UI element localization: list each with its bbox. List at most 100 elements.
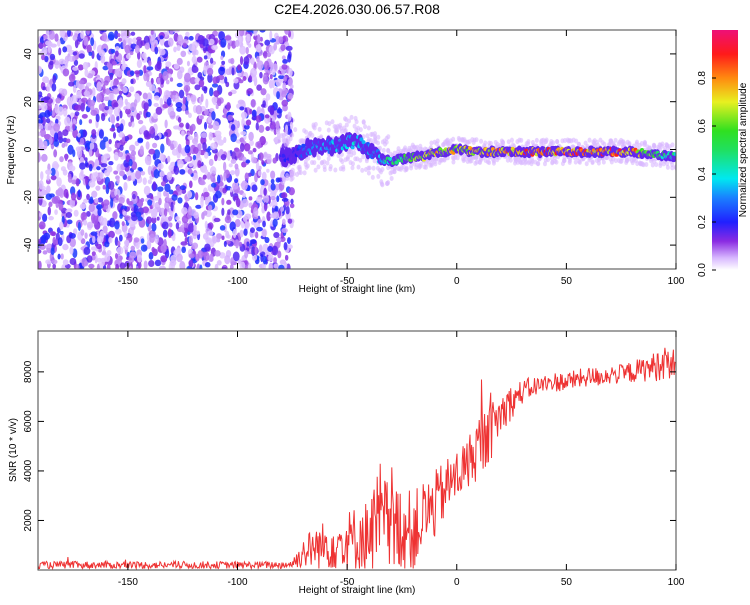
spectrogram-blob xyxy=(171,233,176,242)
spectrogram-halo xyxy=(304,164,309,170)
spectrogram-blob xyxy=(99,139,107,150)
spectrogram-blob xyxy=(273,263,279,269)
spectrogram-blob xyxy=(188,222,194,233)
spectrogram-blob xyxy=(223,136,227,144)
spectrogram-halo xyxy=(330,119,335,125)
spectrogram-blob xyxy=(83,246,91,255)
spectrogram-blob xyxy=(143,130,149,138)
spectrogram-blob xyxy=(150,30,154,35)
spectrogram-blob xyxy=(260,253,264,263)
spectrogram-blob xyxy=(114,220,120,230)
spectrogram-blob xyxy=(58,58,66,65)
spectrogram-blob xyxy=(47,125,52,131)
spectrogram-blob xyxy=(114,253,118,260)
spectrogram-blob xyxy=(233,78,239,84)
spectrogram-blob xyxy=(164,119,168,129)
spectrogram-blob xyxy=(72,84,77,94)
spectrogram-blob xyxy=(262,220,266,228)
spectrogram-blob xyxy=(177,34,184,45)
spectrogram-blob xyxy=(241,198,249,208)
spectrogram-blob xyxy=(100,163,108,168)
spectrogram-blob xyxy=(177,197,183,204)
spectrogram-blob xyxy=(239,30,245,37)
spectrogram-blob xyxy=(85,30,91,35)
spectrogram-blob xyxy=(39,36,45,45)
spectrogram-blob xyxy=(184,236,188,244)
spectrogram-blob xyxy=(227,114,234,121)
spectrogram-blob xyxy=(124,215,131,221)
spectrogram-blob xyxy=(109,217,116,228)
spectrogram-blob xyxy=(199,264,203,269)
spectrogram-blob xyxy=(91,190,98,198)
spectrogram-blob xyxy=(242,156,247,162)
spectrogram-blob xyxy=(259,30,266,33)
spectrogram-blob xyxy=(121,78,127,85)
spectrogram-blob xyxy=(206,67,214,76)
spectrogram-halo xyxy=(325,160,330,166)
spectrogram-blob xyxy=(74,111,80,117)
spectrogram-blob xyxy=(113,170,119,175)
spectrogram-blob xyxy=(258,152,264,161)
spectrogram-halo xyxy=(304,129,309,135)
spectrogram-blob xyxy=(242,75,247,81)
spectrogram-blob xyxy=(246,37,251,42)
spectrogram-blob xyxy=(146,239,152,250)
spectrogram-blob xyxy=(62,68,70,77)
spectrogram-blob xyxy=(155,106,163,115)
spectrogram-blob xyxy=(238,241,243,247)
spectrogram-blob xyxy=(231,151,237,161)
spectrogram-halo xyxy=(352,150,357,156)
spectrogram-halo xyxy=(574,138,579,144)
spectrogram-blob xyxy=(78,79,85,85)
spectrogram-blob xyxy=(122,210,127,216)
spectrogram-blob xyxy=(54,33,59,42)
spectrogram-blob xyxy=(116,246,124,255)
spectrogram-blob xyxy=(58,201,64,211)
spectrogram-halo xyxy=(652,142,657,148)
spectrogram-halo xyxy=(381,147,386,153)
spectrogram-blob xyxy=(237,72,242,77)
spectrogram-blob xyxy=(178,89,185,99)
spectrogram-halo xyxy=(551,140,556,146)
spectrogram-halo xyxy=(438,157,443,163)
spectrogram-blob xyxy=(83,36,88,46)
spectrogram-blob xyxy=(214,263,219,269)
spectrogram-halo xyxy=(643,140,648,146)
spectrogram-blob xyxy=(54,209,58,215)
spectrogram-blob xyxy=(59,30,66,38)
spectrogram-blob xyxy=(142,177,147,185)
spectrogram-blob xyxy=(51,259,58,265)
spectrogram-blob xyxy=(235,239,239,249)
snr-xtick-label: -100 xyxy=(228,577,248,588)
spectrogram-blob xyxy=(240,111,248,119)
spectrogram-halo xyxy=(474,137,479,143)
spectrogram-blob xyxy=(103,80,109,86)
colorbar: 0.0 0.2 0.4 0.6 0.8 Normalized spectral ampl… xyxy=(697,30,749,277)
spectrogram-blob xyxy=(105,234,109,244)
spectrogram-blob xyxy=(188,259,194,268)
spectrogram-blob xyxy=(242,192,246,199)
spectrogram-blob xyxy=(172,90,177,96)
spectrogram-blob xyxy=(230,124,236,131)
spectrogram-blob xyxy=(43,140,48,150)
spectrogram-blob xyxy=(88,180,96,188)
spectrogram-blob xyxy=(69,198,76,208)
spectrogram-blob xyxy=(186,94,191,102)
spectrogram-blob xyxy=(249,239,257,245)
spectrogram-blob xyxy=(272,157,277,164)
spectrogram-halo xyxy=(313,167,318,173)
spectrogram-blob xyxy=(234,39,240,47)
spectrogram-blob xyxy=(176,44,181,51)
spectrogram-blob xyxy=(72,34,78,41)
spectrogram-halo xyxy=(316,164,321,170)
spectrogram-blob xyxy=(217,74,225,80)
spectrogram-blob xyxy=(156,216,160,221)
spectrogram-blob xyxy=(135,170,142,180)
spectrogram-blob xyxy=(66,96,73,107)
spectrogram-blob xyxy=(50,167,56,176)
spectrogram-blob xyxy=(167,155,171,163)
spectrogram-blob xyxy=(183,221,189,228)
spectrogram-blob xyxy=(147,199,153,206)
spectrogram-blob xyxy=(255,161,260,171)
spectrogram-blob xyxy=(83,198,88,204)
